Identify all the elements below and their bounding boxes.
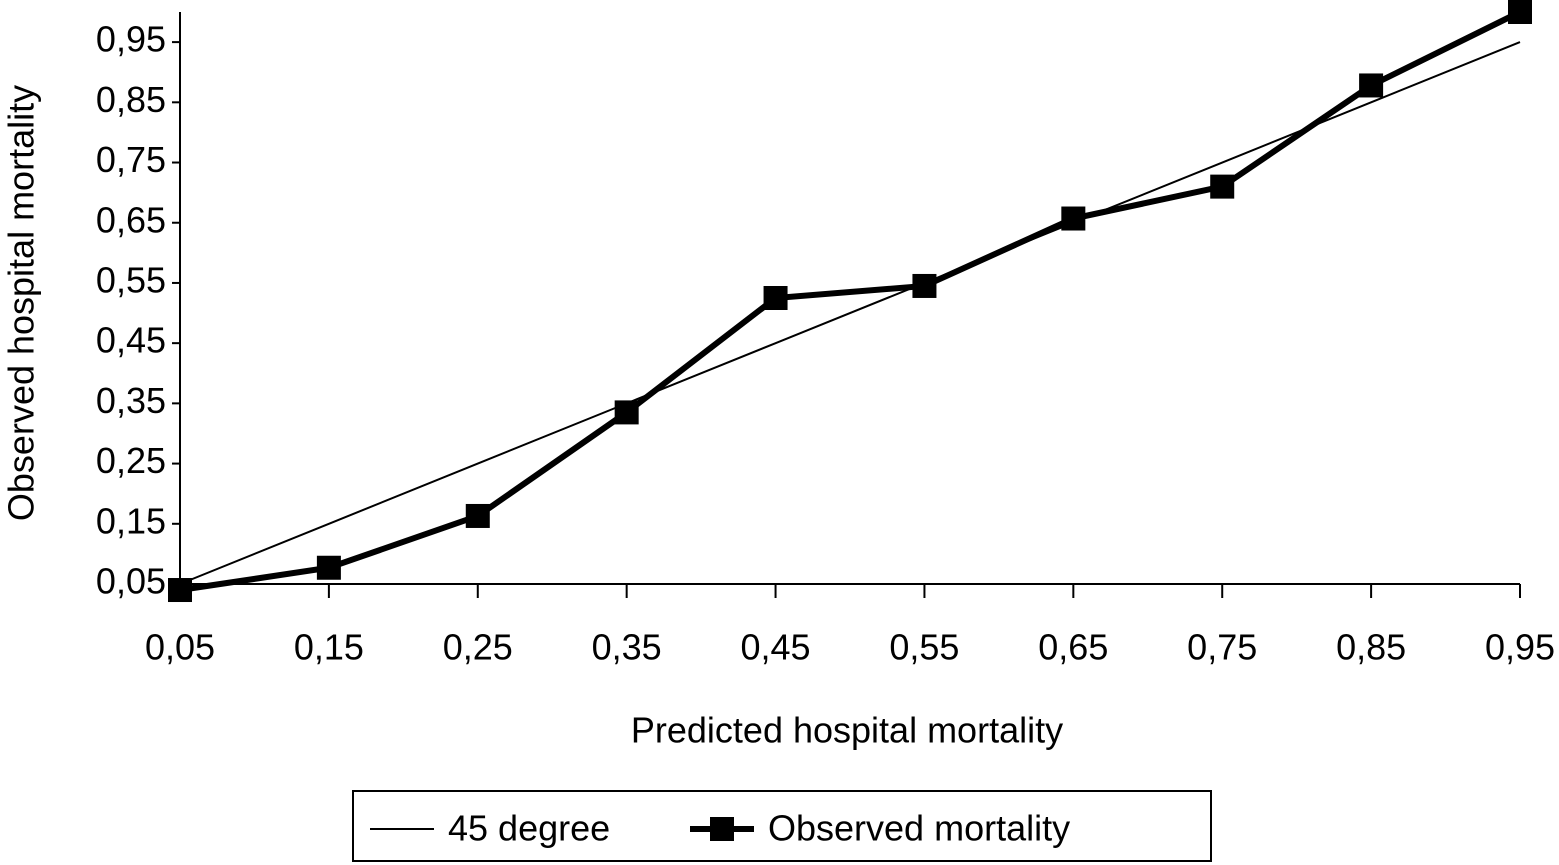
legend-label: Observed mortality <box>768 808 1070 849</box>
x-tick-label: 0,45 <box>741 627 811 668</box>
marker <box>614 400 639 425</box>
x-tick-label: 0,75 <box>1187 627 1257 668</box>
y-tick-label: 0,85 <box>96 79 166 120</box>
legend-marker <box>710 817 734 841</box>
legend-label: 45 degree <box>448 808 610 849</box>
y-tick-label: 0,05 <box>96 561 166 602</box>
marker <box>168 578 192 603</box>
marker <box>1061 206 1086 231</box>
x-tick-label: 0,85 <box>1336 627 1406 668</box>
series-line <box>179 9 1522 593</box>
marker <box>465 503 490 528</box>
x-tick-label: 0,25 <box>443 627 513 668</box>
marker <box>1210 174 1235 199</box>
y-tick-label: 0,15 <box>96 500 166 541</box>
y-tick-label: 0,25 <box>96 440 166 481</box>
legend-box <box>352 790 1212 862</box>
x-tick-label: 0,35 <box>592 627 662 668</box>
y-tick-label: 0,65 <box>96 199 166 240</box>
marker <box>316 555 341 580</box>
x-tick-label: 0,65 <box>1038 627 1108 668</box>
x-tick-label: 0,15 <box>294 627 364 668</box>
marker <box>912 273 937 298</box>
x-tick-label: 0,95 <box>1485 627 1555 668</box>
marker <box>763 286 788 310</box>
x-tick-label: 0,55 <box>889 627 959 668</box>
marker <box>1508 0 1532 24</box>
y-tick-label: 0,95 <box>96 19 166 60</box>
y-tick-label: 0,35 <box>96 380 166 421</box>
y-tick-label: 0,75 <box>96 139 166 180</box>
y-tick-label: 0,45 <box>96 320 166 361</box>
y-tick-label: 0,55 <box>96 259 166 300</box>
x-axis-label: Predicted hospital mortality <box>631 710 1063 751</box>
y-axis-label: Observed hospital mortality <box>1 85 42 521</box>
marker <box>1359 73 1384 98</box>
x-tick-label: 0,05 <box>145 627 215 668</box>
